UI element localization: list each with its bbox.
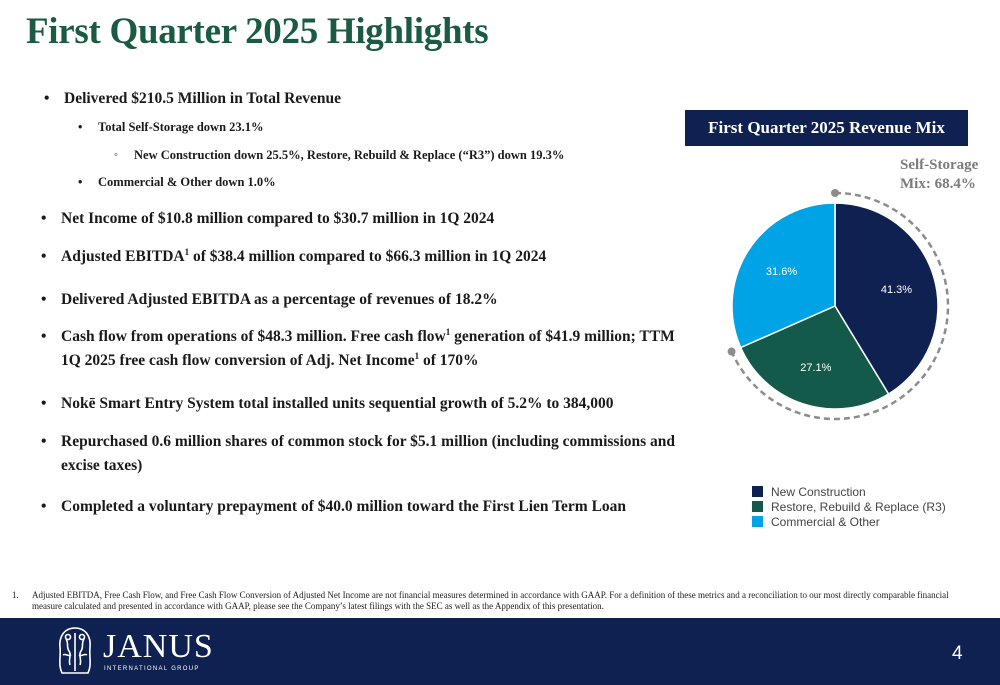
- revenue-mix-header: First Quarter 2025 Revenue Mix: [685, 110, 968, 146]
- legend-item-r3: Restore, Rebuild & Replace (R3): [752, 499, 946, 514]
- bullet-repurchase: • Repurchased 0.6 million shares of commo…: [41, 433, 676, 450]
- highlights-list: • Delivered $210.5 Million in Total Reven…: [41, 90, 676, 515]
- bullet-commercial: • Commercial & Other down 1.0%: [78, 175, 276, 189]
- page-title: First Quarter 2025 Highlights: [26, 11, 489, 52]
- footer-bar: JANUS INTERNATIONAL GROUP 4: [0, 618, 1000, 685]
- bullet-cash-flow: • Cash flow from operations of $48.3 mill…: [41, 326, 675, 345]
- chart-legend: New Construction Restore, Rebuild & Repl…: [752, 484, 946, 529]
- legend-label: Commercial & Other: [771, 514, 880, 529]
- legend-label: Restore, Rebuild & Replace (R3): [771, 499, 946, 514]
- bullet-adjusted-ebitda: • Adjusted EBITDA1 of $38.4 million compa…: [41, 246, 547, 265]
- bullet-ebitda-margin: • Delivered Adjusted EBITDA as a percenta…: [41, 291, 498, 308]
- janus-logo-icon: [59, 627, 91, 674]
- self-storage-dashed-arc: [730, 191, 950, 421]
- legend-swatch: [752, 486, 763, 497]
- legend-item-new-construction: New Construction: [752, 484, 946, 499]
- legend-swatch: [752, 501, 763, 512]
- pie-data-label: 27.1%: [800, 362, 831, 374]
- arc-endpoint-dot: [727, 347, 736, 356]
- legend-label: New Construction: [771, 484, 866, 499]
- bullet-repurchase-line2: excise taxes): [61, 457, 143, 474]
- revenue-mix-pie-chart: 41.3% 27.1% 31.6%: [700, 176, 1000, 476]
- self-storage-label-line2: Mix: 68.4%: [900, 176, 976, 192]
- self-storage-mix-label: Self-Storage Mix: 68.4%: [900, 156, 990, 194]
- logo-wordmark: JANUS: [103, 628, 214, 665]
- arc-endpoint-dot: [831, 189, 839, 197]
- bullet-net-income: • Net Income of $10.8 million compared to…: [41, 210, 495, 227]
- bullet-prepayment: • Completed a voluntary prepayment of $40…: [41, 498, 627, 515]
- self-storage-label-line1: Self-Storage: [900, 157, 979, 173]
- bullet-total-revenue: • Delivered $210.5 Million in Total Reven…: [44, 90, 341, 107]
- bullet-cash-flow-line2: 1Q 2025 free cash flow conversion of Adj…: [61, 350, 479, 369]
- footnote-text: Adjusted EBITDA, Free Cash Flow, and Fre…: [32, 590, 949, 611]
- logo-subtitle: INTERNATIONAL GROUP: [104, 666, 200, 672]
- footnote: 1. Adjusted EBITDA, Free Cash Flow, and …: [12, 590, 972, 612]
- pie-data-label: 41.3%: [881, 284, 912, 296]
- pie-slice-commercial: [731, 202, 836, 349]
- footnote-number: 1.: [12, 590, 19, 600]
- pie-svg: 41.3% 27.1% 31.6%: [727, 189, 950, 421]
- bullet-noke: • Nokē Smart Entry System total installed…: [41, 395, 614, 412]
- bullet-self-storage: • Total Self-Storage down 23.1%: [78, 120, 264, 134]
- pie-data-label: 31.6%: [766, 266, 797, 278]
- legend-item-commercial: Commercial & Other: [752, 514, 946, 529]
- page-number: 4: [952, 643, 963, 664]
- bullet-new-construction: ◦ New Construction down 25.5%, Restore, R…: [114, 148, 565, 162]
- pie-slice-new-construction: [834, 202, 939, 396]
- legend-swatch: [752, 516, 763, 527]
